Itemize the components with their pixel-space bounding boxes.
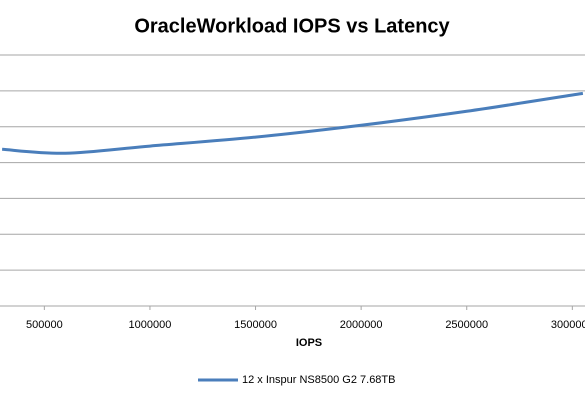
x-axis-label: IOPS (296, 337, 322, 349)
x-tick-label: 1500000 (234, 319, 277, 331)
x-tick-label: 3000000 (551, 319, 585, 331)
x-tick-label: 500000 (26, 319, 63, 331)
chart-title: OracleWorkload IOPS vs Latency (134, 15, 450, 37)
x-tick-label: 2000000 (340, 319, 383, 331)
x-tick-label: 1000000 (129, 319, 172, 331)
x-tick-label: 2500000 (445, 319, 488, 331)
legend-label: 12 x Inspur NS8500 G2 7.68TB (242, 374, 395, 386)
series-line (2, 91, 584, 155)
